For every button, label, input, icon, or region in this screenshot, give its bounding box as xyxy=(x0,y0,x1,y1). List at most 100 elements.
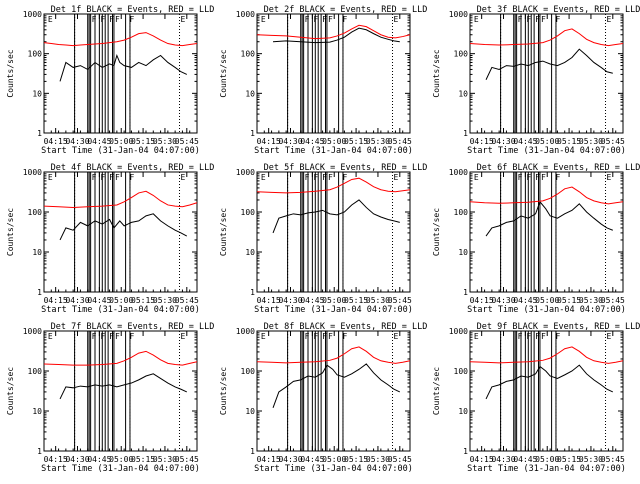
attenuator-label: E xyxy=(181,332,186,341)
attenuator-label: E xyxy=(607,332,612,341)
attenuator-label: E xyxy=(607,15,612,24)
attenuator-label: F xyxy=(328,15,333,24)
x-tick-label: 04:15 xyxy=(257,137,281,146)
attenuator-label: F xyxy=(92,15,97,24)
y-tick-label: 10 xyxy=(458,407,468,416)
x-tick-label: 05:15 xyxy=(131,455,155,464)
x-tick-label: 04:45 xyxy=(87,137,111,146)
x-tick-label: 05:00 xyxy=(109,455,133,464)
attenuator-label: F xyxy=(526,15,531,24)
attenuator-label: F xyxy=(130,173,135,182)
y-tick-label: 1 xyxy=(37,447,42,456)
x-tick-label: 04:15 xyxy=(257,296,281,305)
x-tick-label: 05:00 xyxy=(322,137,346,146)
plot-title: Det 6f BLACK = Events, RED = LLD xyxy=(477,163,640,173)
x-axis-label: Start Time (31-Jan-04 04:07:00) xyxy=(467,305,626,315)
x-tick-label: 04:45 xyxy=(300,455,324,464)
x-axis-label: Start Time (31-Jan-04 04:07:00) xyxy=(41,464,200,474)
attenuator-label: F xyxy=(541,332,546,341)
y-tick-label: 10 xyxy=(32,248,42,257)
series-line-lld xyxy=(256,24,411,40)
attenuator-label: F xyxy=(313,15,318,24)
attenuator-label: E xyxy=(394,15,399,24)
x-axis-label: Start Time (31-Jan-04 04:07:00) xyxy=(254,464,413,474)
x-tick-label: 04:45 xyxy=(300,296,324,305)
x-tick-label: 05:00 xyxy=(322,296,346,305)
attenuator-label: E xyxy=(48,332,53,341)
y-tick-label: 10 xyxy=(32,407,42,416)
x-tick-label: 05:45 xyxy=(601,296,625,305)
y-tick-label: 1 xyxy=(37,129,42,138)
plot-title: Det 3f BLACK = Events, RED = LLD xyxy=(477,5,640,15)
x-tick-label: 04:45 xyxy=(87,296,111,305)
detector-panel-2: E F F F F F E110100100004:1504:3004:4505:0005:… xyxy=(219,5,427,156)
plot-title: Det 2f BLACK = Events, RED = LLD xyxy=(264,5,428,15)
x-tick-label: 04:45 xyxy=(513,296,537,305)
attenuator-label: E xyxy=(181,173,186,182)
x-tick-label: 05:30 xyxy=(579,455,603,464)
attenuator-label: F xyxy=(305,15,310,24)
y-tick-label: 10 xyxy=(245,248,255,257)
x-tick-label: 05:15 xyxy=(344,296,368,305)
x-tick-label: 04:15 xyxy=(470,137,494,146)
series-line-events xyxy=(485,364,614,400)
y-tick-label: 100 xyxy=(241,367,256,376)
attenuator-label: F xyxy=(322,15,327,24)
attenuator-label: F xyxy=(535,173,540,182)
x-tick-label: 05:45 xyxy=(388,296,412,305)
x-tick-label: 04:30 xyxy=(65,137,89,146)
attenuator-label: E xyxy=(48,173,53,182)
y-tick-label: 10 xyxy=(32,89,42,98)
x-tick-label: 05:45 xyxy=(175,296,199,305)
y-tick-label: 1000 xyxy=(236,168,255,177)
attenuator-label: E xyxy=(607,173,612,182)
attenuator-label: F xyxy=(100,332,105,341)
attenuator-label: F xyxy=(109,15,114,24)
y-tick-label: 1 xyxy=(250,447,255,456)
y-tick-label: 1 xyxy=(463,129,468,138)
attenuator-label: F xyxy=(343,332,348,341)
x-tick-label: 05:00 xyxy=(535,296,559,305)
x-axis-label: Start Time (31-Jan-04 04:07:00) xyxy=(254,305,413,315)
y-tick-label: 1000 xyxy=(449,327,468,336)
x-axis-label: Start Time (31-Jan-04 04:07:00) xyxy=(467,464,626,474)
x-tick-label: 05:45 xyxy=(601,455,625,464)
y-tick-label: 100 xyxy=(241,50,256,59)
attenuator-label: E xyxy=(394,173,399,182)
x-tick-label: 05:45 xyxy=(388,455,412,464)
y-axis-label: Counts/sec xyxy=(6,49,15,97)
y-tick-label: 1 xyxy=(250,129,255,138)
attenuator-label: F xyxy=(109,173,114,182)
attenuator-label: F xyxy=(328,173,333,182)
attenuator-label: E xyxy=(181,15,186,24)
attenuator-label: F xyxy=(100,173,105,182)
y-tick-label: 1000 xyxy=(449,10,468,19)
y-tick-label: 100 xyxy=(454,50,469,59)
y-tick-label: 10 xyxy=(458,89,468,98)
series-line-events xyxy=(272,199,400,234)
plot-title: Det 5f BLACK = Events, RED = LLD xyxy=(264,163,428,173)
x-tick-label: 05:15 xyxy=(131,296,155,305)
y-tick-label: 10 xyxy=(245,407,255,416)
y-tick-label: 1000 xyxy=(236,10,255,19)
y-axis-label: Counts/sec xyxy=(432,49,441,97)
plot-frame xyxy=(256,13,411,134)
attenuator-label: F xyxy=(305,173,310,182)
attenuator-label: F xyxy=(305,332,310,341)
x-tick-label: 05:45 xyxy=(388,137,412,146)
attenuator-label: F xyxy=(343,173,348,182)
y-axis-label: Counts/sec xyxy=(219,49,228,97)
series-line-lld xyxy=(43,350,198,366)
attenuator-label: E xyxy=(261,173,266,182)
series-line-lld xyxy=(469,28,624,47)
attenuator-label: E xyxy=(474,173,479,182)
x-tick-label: 05:00 xyxy=(109,137,133,146)
x-tick-label: 05:30 xyxy=(366,455,390,464)
series-line-events xyxy=(272,27,400,44)
attenuator-label: F xyxy=(518,15,523,24)
series-line-lld xyxy=(256,177,411,194)
y-tick-label: 1 xyxy=(250,288,255,297)
detector-panel-1: E F F F F F E110100100004:1504:3004:4505:0005:… xyxy=(6,5,214,156)
